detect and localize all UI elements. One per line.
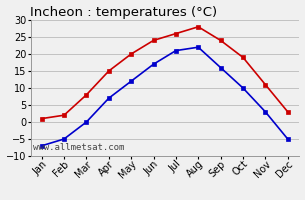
Text: www.allmetsat.com: www.allmetsat.com — [33, 143, 124, 152]
Text: Incheon : temperatures (°C): Incheon : temperatures (°C) — [30, 6, 218, 19]
